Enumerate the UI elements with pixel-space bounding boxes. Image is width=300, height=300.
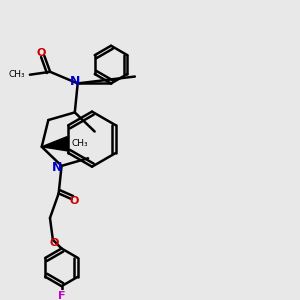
Text: O: O <box>70 196 79 206</box>
Text: CH₃: CH₃ <box>9 70 26 79</box>
Text: O: O <box>50 238 59 248</box>
Text: N: N <box>52 161 62 174</box>
Text: O: O <box>37 48 46 58</box>
Polygon shape <box>42 137 69 151</box>
Text: N: N <box>70 76 80 88</box>
Text: F: F <box>58 291 65 300</box>
Text: CH₃: CH₃ <box>71 140 88 148</box>
